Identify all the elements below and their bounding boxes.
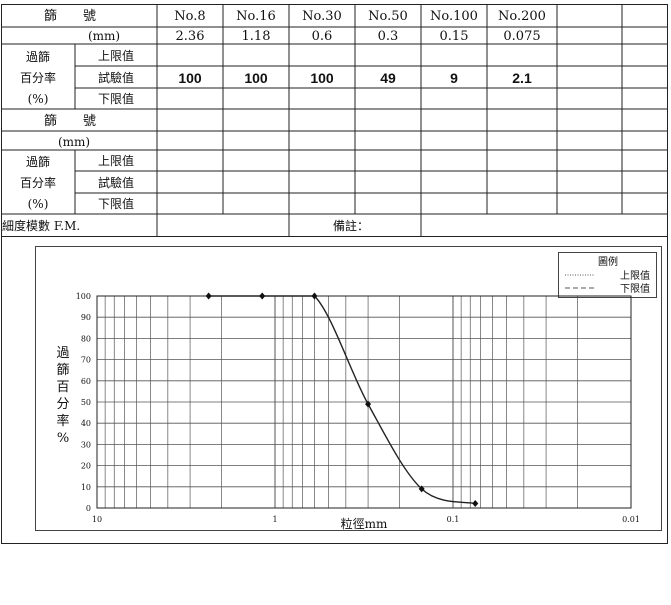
sieve-size-cell: 1.18 [242,29,271,44]
y-axis-ticks: 0 10 20 30 40 50 60 70 80 90 100 [76,292,91,513]
legend-upper-label: 上限值 [620,269,650,282]
test-value-cell: 2.1 [512,70,532,86]
sieve-number-cell: No.200 [498,9,546,24]
y-tick-label: 20 [81,462,91,471]
x-tick-label: 0.01 [622,515,640,524]
data-point-marker [365,400,372,408]
sieve-number-cell: No.50 [368,9,408,24]
y-axis-label-char: 過 [56,346,69,361]
y-tick-label: 30 [81,440,91,449]
sieve-number-cell: No.16 [236,9,276,24]
test-value-cell: 100 [244,70,268,86]
y-axis-label-char: 率 [56,413,69,429]
y-tick-label: 70 [81,356,91,365]
data-point-marker [259,292,266,300]
y-tick-label: 80 [81,334,91,343]
y-tick-label: 50 [81,398,91,407]
y-tick-label: 40 [81,419,91,428]
y-axis-label-char: 分 [56,397,69,412]
legend-lower-label: 下限值 [620,282,650,295]
lower-limit-row-label-2: 下限值 [98,196,134,211]
sieve-size-cell: 0.15 [440,29,469,44]
x-axis-ticks: 10 1 0.1 0.01 [92,515,640,524]
fineness-modulus-label: 細度模數 F.M. [2,218,80,233]
series-line [208,295,476,505]
test-value-cell: 49 [380,70,396,86]
remarks-label: 備註： [333,218,369,233]
chart-inner-frame [35,246,662,531]
sieve-size-cell: 0.3 [378,29,399,44]
x-tick-label: 0.1 [447,515,460,524]
data-point-marker [472,500,479,508]
test-value-cell: 100 [178,70,202,86]
x-tick-label: 1 [272,515,277,524]
test-value-row-label-2: 試驗值 [98,175,134,190]
y-tick-label: 60 [81,377,91,386]
upper-limit-row-label: 上限值 [98,48,134,63]
data-series [205,292,479,508]
pass-percent-label-line3: (%) [28,92,49,106]
chart-frame [1,236,668,544]
pass-percent-label-line1: 過篩 [26,49,50,64]
y-axis-label-char: 篩 [56,363,69,378]
test-value-cell: 100 [310,70,334,86]
sieve-number-cell: No.30 [302,9,342,24]
y-tick-label: 0 [86,504,91,513]
sieve-number-cell: No.8 [174,9,205,24]
y-tick-label: 90 [81,313,91,322]
chart-grid [97,295,632,509]
pass-percent-label-2-line1: 過篩 [26,154,50,169]
y-tick-label: 100 [76,292,91,301]
sieve-mm-label-2: (mm) [58,135,90,149]
data-point-marker [418,485,425,493]
y-axis-label-char: % [57,431,69,446]
pass-percent-label-2-line2: 百分率 [20,175,56,190]
sieve-size-cell: 2.36 [176,29,205,44]
data-point-marker [205,292,212,300]
x-axis-label: 粒徑mm [341,516,388,531]
y-axis-label-char: 百 [56,380,69,395]
y-tick-label: 10 [81,483,91,492]
upper-limit-row-label-2: 上限值 [98,153,134,168]
test-value-row-label: 試驗值 [98,70,134,85]
sieve-number-cell: No.100 [430,9,478,24]
pass-percent-label-2-line3: (%) [28,197,49,211]
sieve-size-cell: 0.6 [312,29,333,44]
test-value-cell: 9 [450,70,458,86]
sieve-table [1,4,668,237]
chart-legend: 圖例 上限值 下限值 [558,252,657,298]
legend-title: 圖例 [598,255,618,268]
sieve-header-label: 篩 號 [44,9,96,24]
pass-percent-label-line2: 百分率 [20,70,56,85]
sieve-mm-label: (mm) [88,29,120,43]
sieve-size-cell: 0.075 [503,29,540,44]
x-tick-label: 10 [92,515,102,524]
data-point-marker [311,292,318,300]
plot-area-border [96,295,632,509]
sieve-header-label-2: 篩 號 [44,114,96,129]
lower-limit-row-label: 下限值 [98,91,134,106]
